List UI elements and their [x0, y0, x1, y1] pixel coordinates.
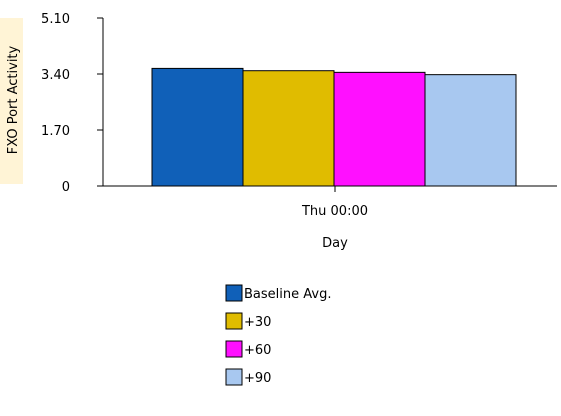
- y-tick-label-1: 1.70: [41, 124, 70, 139]
- y-tick-label-3: 5.10: [41, 12, 70, 27]
- bar-3: [333, 71, 426, 187]
- legend-label-4: +90: [244, 371, 271, 386]
- legend-swatch-2: [225, 312, 243, 330]
- x-axis-title: Day: [322, 236, 348, 251]
- legend-label-3: +60: [244, 343, 271, 358]
- y-tick-label-0: 0: [62, 180, 70, 195]
- legend-label-1: Baseline Avg.: [244, 287, 331, 302]
- y-tick-label-2: 3.40: [41, 68, 70, 83]
- legend-swatch-3: [225, 340, 243, 358]
- bar-1: [151, 67, 244, 187]
- bars: [151, 67, 517, 187]
- bar-2: [242, 70, 335, 187]
- legend: Baseline Avg. +30 +60 +90: [225, 284, 331, 386]
- legend-swatch-1: [225, 284, 243, 302]
- ylabel-highlight: [0, 18, 23, 184]
- y-ticks: 0 1.70 3.40 5.10: [41, 12, 103, 195]
- x-tick-label: Thu 00:00: [301, 204, 368, 219]
- y-axis-title: FXO Port Activity: [6, 45, 21, 154]
- legend-swatch-4: [225, 368, 243, 386]
- bar-4: [424, 74, 517, 187]
- legend-label-2: +30: [244, 315, 271, 330]
